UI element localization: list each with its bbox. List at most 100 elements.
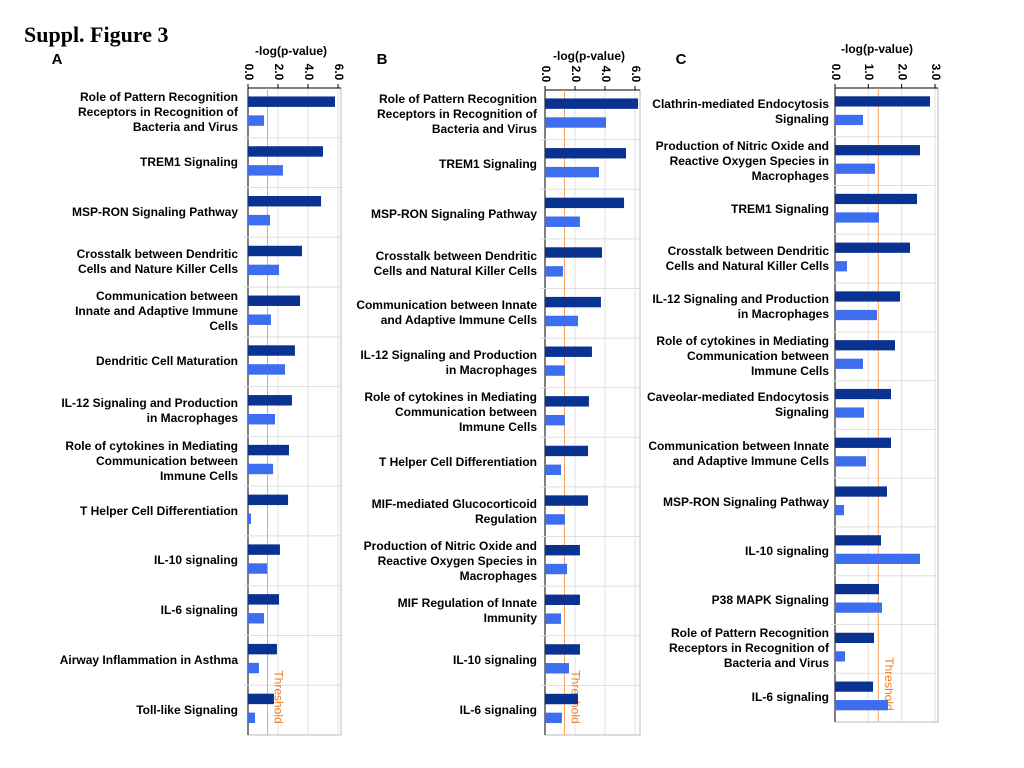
bar (545, 296, 601, 308)
bar (248, 444, 289, 456)
bar (835, 291, 900, 302)
threshold-label: Threshold (271, 670, 285, 723)
bar (545, 166, 599, 178)
category-label: Crosstalk between Dendritic Cells and Na… (665, 243, 829, 273)
bar (545, 644, 580, 655)
category-label: Role of cytokines in Mediating Communica… (656, 333, 829, 378)
bar (835, 358, 863, 369)
x-tick-label: 6.0 (629, 66, 643, 83)
bar (248, 264, 280, 276)
bar (545, 712, 562, 724)
category-label: T Helper Cell Differentiation (378, 454, 537, 469)
category-label: IL-10 signaling (744, 543, 829, 558)
x-tick-label: 4.0 (302, 64, 316, 81)
bar (248, 345, 295, 356)
axis-title: -log(p-value) (841, 42, 913, 56)
axis-title: -log(p-value) (553, 49, 625, 63)
bar (248, 643, 277, 655)
bar (248, 245, 302, 257)
x-tick-label: 3.0 (929, 64, 943, 81)
bar (835, 114, 863, 126)
x-tick-label: 1.0 (862, 64, 876, 81)
category-label: IL-12 Signaling and Production in Macrop… (652, 292, 829, 322)
bar (545, 544, 580, 556)
bar (545, 663, 569, 674)
bar (545, 346, 592, 357)
bar (248, 295, 301, 306)
bar (835, 261, 847, 272)
category-label: P38 MAPK Signaling (711, 592, 829, 607)
bar (248, 395, 292, 406)
bar (835, 535, 881, 546)
bar (545, 396, 589, 407)
category-label: T Helper Cell Differentiation (79, 503, 238, 518)
bar (835, 212, 879, 223)
bar (545, 693, 578, 705)
category-label: Role of Pattern Recognition Receptors in… (668, 626, 829, 671)
bar (545, 414, 565, 426)
bar (545, 495, 589, 506)
category-label: Toll-like Signaling (136, 702, 238, 717)
category-label: Crosstalk between Dendritic Cells and Na… (76, 247, 238, 277)
category-label: Communication between Innate and Adaptiv… (75, 289, 238, 334)
panel-letter: B (377, 51, 388, 68)
bar (248, 96, 335, 107)
bar (248, 146, 323, 157)
bar (835, 145, 920, 156)
bar (248, 544, 280, 555)
category-label: Production of Nitric Oxide and Reactive … (363, 538, 537, 583)
x-tick-label: 4.0 (599, 66, 613, 83)
category-label: IL-10 signaling (153, 553, 238, 568)
category-label: Dendritic Cell Maturation (95, 354, 238, 369)
bar (545, 514, 565, 525)
bar (835, 504, 844, 516)
x-tick-label: 2.0 (895, 64, 909, 81)
bar (248, 463, 274, 475)
bar (545, 216, 580, 227)
bar (835, 437, 891, 448)
bar (545, 197, 625, 209)
category-label: TREM1 Signaling (438, 156, 537, 171)
category-label: Role of cytokines in Mediating Communica… (65, 438, 238, 483)
category-label: Communication between Innate and Adaptiv… (356, 298, 537, 328)
category-label: IL-12 Signaling and Production in Macrop… (360, 347, 537, 377)
threshold-label: Threshold (882, 657, 896, 710)
bar (248, 594, 280, 605)
x-tick-label: 6.0 (332, 64, 346, 81)
bar (248, 214, 271, 226)
bar (835, 583, 879, 595)
category-label: Crosstalk between Dendritic Cells and Na… (373, 248, 537, 278)
category-label: IL-6 signaling (751, 690, 829, 705)
bar (545, 247, 602, 258)
x-tick-label: 2.0 (569, 66, 583, 83)
bar (248, 613, 265, 624)
category-label: IL-6 signaling (459, 702, 537, 717)
bar (545, 266, 563, 277)
x-tick-label: 0.0 (242, 64, 256, 81)
category-label: Role of Pattern Recognition Receptors in… (376, 92, 537, 137)
bar (248, 563, 268, 574)
bar (835, 193, 917, 205)
bar (835, 163, 875, 174)
bar (835, 309, 877, 321)
bar (248, 413, 275, 425)
bar (248, 115, 265, 126)
bar (835, 700, 888, 711)
category-label: MIF-mediated Glucocorticoid Regulation (371, 496, 537, 526)
bar (835, 681, 873, 692)
category-label: TREM1 Signaling (139, 155, 238, 170)
category-label: IL-6 signaling (160, 603, 238, 618)
category-label: MSP-RON Signaling Pathway (71, 204, 238, 219)
bar (248, 364, 286, 375)
category-label: Production of Nitric Oxide and Reactive … (655, 138, 829, 183)
category-label: Role of Pattern Recognition Receptors in… (77, 90, 238, 135)
x-tick-label: 0.0 (829, 64, 843, 81)
bar (545, 594, 580, 606)
category-label: MIF Regulation of Innate Immunity (397, 595, 537, 625)
bar (248, 314, 271, 325)
panel-letter: A (52, 51, 63, 68)
bar (545, 98, 638, 109)
bar (545, 148, 626, 159)
category-label: TREM1 Signaling (730, 202, 829, 217)
